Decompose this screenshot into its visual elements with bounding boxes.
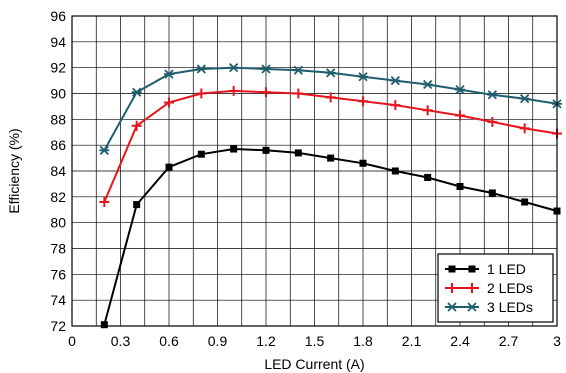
data-point [447,283,457,293]
data-point [165,163,173,171]
data-point [197,150,205,158]
data-point [467,283,477,293]
data-point [164,69,174,79]
legend-entry: 2 LEDs [445,280,533,296]
x-tick-label: 0 [68,333,76,349]
data-point [487,116,498,127]
data-point [455,84,465,95]
y-tick-label: 72 [50,318,66,334]
y-tick-label: 96 [50,8,66,24]
data-point [293,65,304,75]
y-axis-label: Efficiency (%) [6,128,22,213]
data-point [358,72,368,82]
plot-frame [71,15,558,327]
data-point [487,90,498,100]
data-point [359,159,367,167]
data-point [488,189,496,197]
x-tick-label: 2.4 [450,333,470,349]
data-point [519,94,530,104]
data-point [228,85,239,96]
data-point [100,321,108,329]
data-point [261,87,271,98]
y-tick-label: 82 [50,189,66,205]
data-point [390,75,401,86]
data-point [131,120,142,131]
y-tick-label: 84 [50,163,66,179]
data-point [293,88,304,99]
data-point [448,265,456,273]
data-point [467,302,477,312]
x-tick-label: 2.7 [499,333,519,349]
data-point [228,63,239,73]
data-point [390,100,401,111]
y-tick-label: 90 [50,86,66,102]
data-point [99,145,110,155]
x-tick-label: 1.2 [256,333,276,349]
data-point [262,146,270,154]
x-tick-label: 2.1 [402,333,422,349]
legend-label: 3 LEDs [487,299,533,315]
series-3 [99,63,562,155]
legend: 1 LED 2 LEDs 3 LEDs [437,253,554,323]
data-point [424,173,432,181]
x-axis-label: LED Current (A) [264,356,364,372]
data-point [196,64,207,74]
y-tick-label: 88 [50,111,66,127]
data-point [455,110,465,121]
legend-entry: 3 LEDs [445,299,533,315]
data-point [391,167,399,175]
legend-entry: 1 LED [445,261,526,277]
data-point [164,97,174,108]
data-point [325,92,336,103]
data-point [294,149,302,157]
y-tick-label: 74 [50,292,66,308]
y-tick-label: 78 [50,241,66,257]
series-2 [99,85,562,207]
x-tick-label: 3 [553,333,561,349]
data-point [99,197,110,207]
data-point [422,79,433,90]
x-tick-label: 1.5 [305,333,325,349]
data-point [196,88,207,99]
x-tick-label: 1.8 [353,333,373,349]
data-point [133,201,141,209]
data-point [422,105,433,116]
y-tick-label: 86 [50,137,66,153]
data-point [468,265,476,273]
data-point [325,68,336,78]
data-point [521,198,529,206]
data-point [261,64,271,74]
data-point [456,183,464,190]
x-tick-label: 0.3 [111,333,131,349]
data-point [327,154,335,162]
legend-label: 1 LED [487,261,526,277]
data-point [447,302,457,312]
x-tick-label: 0.9 [208,333,228,349]
y-tick-label: 76 [50,266,66,282]
data-point [230,145,238,153]
y-tick-label: 94 [50,34,66,50]
axes-layer: 0 0.3 0.6 0.9 1.2 1.5 1.8 2.1 2.4 2.7 3 72 74 76 78 80 8… [6,8,561,372]
x-tick-label: 0.6 [159,333,179,349]
legend-label: 2 LEDs [487,280,533,296]
y-tick-label: 80 [50,215,66,231]
y-tick-label: 92 [50,60,66,76]
data-point [358,96,368,107]
data-point [131,87,142,97]
data-point [519,123,530,134]
